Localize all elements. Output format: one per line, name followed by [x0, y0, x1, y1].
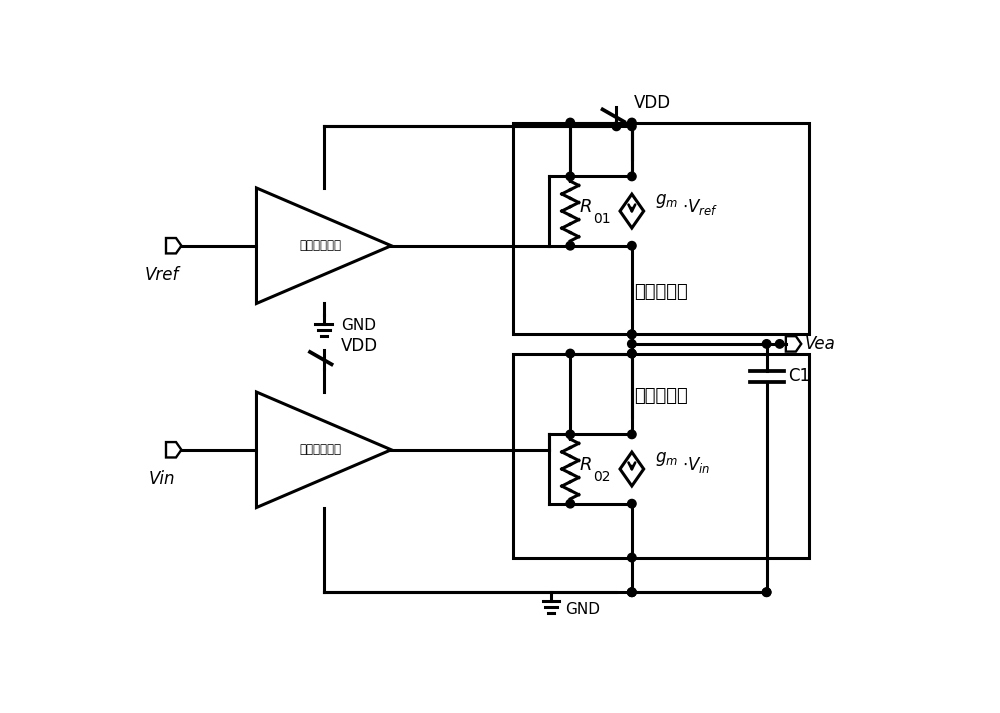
Circle shape: [628, 349, 636, 358]
Circle shape: [628, 349, 636, 358]
Circle shape: [566, 349, 574, 358]
Text: 01: 01: [593, 212, 611, 226]
Text: $\cdot V_{ref}$: $\cdot V_{ref}$: [682, 198, 718, 217]
Circle shape: [628, 499, 636, 508]
Circle shape: [628, 553, 636, 562]
Circle shape: [762, 588, 771, 597]
Text: $R$: $R$: [579, 456, 592, 474]
Circle shape: [762, 588, 771, 597]
Text: Vin: Vin: [149, 470, 175, 488]
Text: 跨导放大器二: 跨导放大器二: [299, 443, 341, 456]
Bar: [512, 354, 809, 558]
Circle shape: [628, 588, 636, 597]
Circle shape: [628, 242, 636, 250]
Circle shape: [566, 172, 574, 180]
Circle shape: [566, 118, 574, 127]
Bar: [512, 123, 809, 334]
Text: 镜像电流沉: 镜像电流沉: [634, 387, 688, 405]
Circle shape: [775, 339, 784, 348]
Text: GND: GND: [565, 602, 600, 617]
Text: $g_{m}$: $g_{m}$: [655, 192, 678, 210]
Circle shape: [628, 122, 636, 130]
Circle shape: [628, 588, 636, 597]
Text: 跨导放大器一: 跨导放大器一: [299, 240, 341, 252]
Text: VDD: VDD: [341, 337, 378, 355]
Circle shape: [628, 339, 636, 348]
Circle shape: [628, 172, 636, 180]
Text: VDD: VDD: [633, 94, 671, 112]
Text: $\cdot V_{in}$: $\cdot V_{in}$: [682, 455, 710, 475]
Circle shape: [566, 430, 574, 438]
Circle shape: [628, 330, 636, 339]
Circle shape: [566, 242, 574, 250]
Text: GND: GND: [341, 317, 376, 332]
Text: 镜像电流源: 镜像电流源: [634, 283, 688, 301]
Circle shape: [628, 118, 636, 127]
Circle shape: [566, 499, 574, 508]
Text: $R$: $R$: [579, 198, 592, 216]
Text: C1: C1: [788, 367, 810, 385]
Circle shape: [628, 330, 636, 339]
Text: $g_{m}$: $g_{m}$: [655, 450, 678, 468]
Circle shape: [628, 430, 636, 438]
Circle shape: [762, 339, 771, 348]
Circle shape: [612, 122, 621, 130]
Text: 02: 02: [593, 470, 611, 483]
Text: Vref: Vref: [145, 266, 179, 284]
Circle shape: [628, 588, 636, 597]
Text: Vea: Vea: [805, 335, 836, 353]
